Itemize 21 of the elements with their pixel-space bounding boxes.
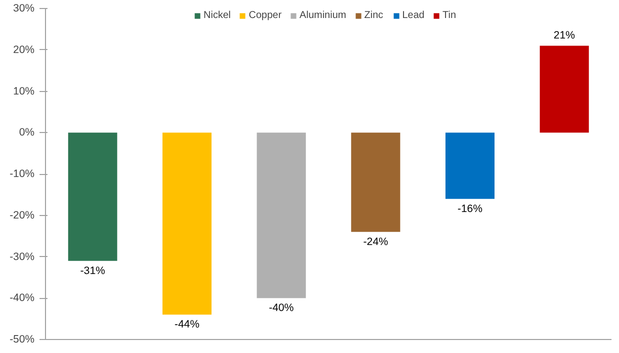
legend-label: Zinc	[364, 10, 384, 21]
y-tick-label: -50%	[10, 334, 36, 346]
legend-label: Copper	[248, 10, 282, 21]
y-tick-label: -20%	[10, 209, 36, 222]
legend-label: Aluminium	[300, 10, 346, 21]
data-label: -40%	[268, 302, 294, 314]
legend-label: Lead	[402, 10, 424, 21]
data-label: -24%	[363, 236, 389, 248]
legend-label: Tin	[442, 10, 458, 21]
y-tick-label: -40%	[10, 292, 36, 304]
y-tick-label: -10%	[10, 168, 36, 180]
data-label: -44%	[174, 318, 200, 331]
data-label: -16%	[458, 202, 483, 215]
y-tick-label: 30%	[13, 2, 36, 14]
data-label: 21%	[554, 30, 576, 42]
y-tick-label: 20%	[13, 44, 36, 56]
data-label: -31%	[80, 264, 106, 277]
y-tick-label: 0%	[19, 126, 36, 139]
y-tick-label: -30%	[10, 250, 36, 263]
y-tick-label: 10%	[13, 85, 36, 98]
legend-label: Nickel	[204, 10, 231, 21]
